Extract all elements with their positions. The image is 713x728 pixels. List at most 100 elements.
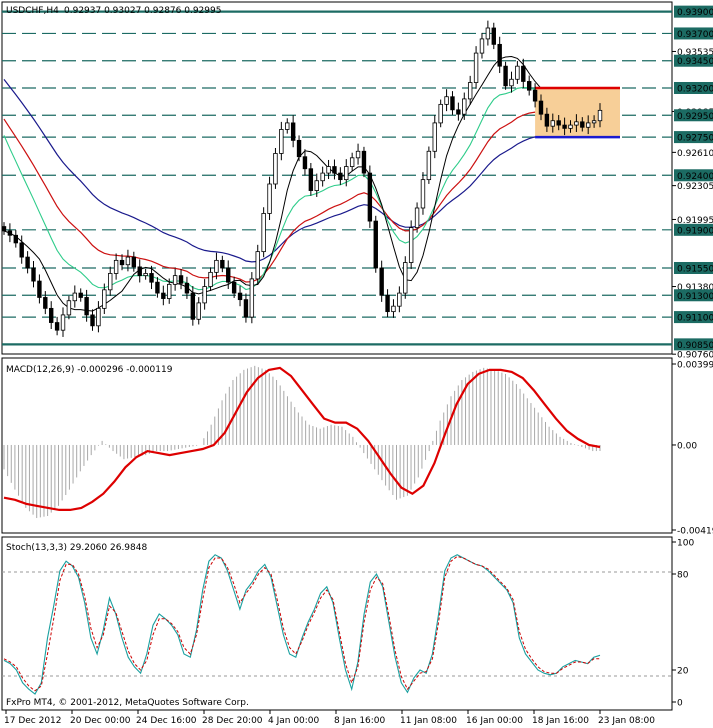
candle-body	[479, 38, 485, 54]
candle-body	[585, 122, 591, 128]
price-tick-label: 0.93450	[677, 57, 713, 67]
candle-body	[467, 82, 473, 100]
time-tick-label: 16 Jan 00:00	[466, 716, 523, 726]
candle-body	[285, 122, 290, 130]
time-tick-label: 4 Jan 00:00	[268, 716, 320, 726]
candle-body	[125, 256, 131, 266]
candle-body	[267, 183, 272, 214]
candle-body	[456, 109, 461, 115]
candle-body	[196, 302, 201, 320]
candle-body	[591, 120, 597, 124]
candle-body	[462, 98, 467, 115]
price-tick-label: 0.93900	[677, 8, 713, 18]
macd-tick-label: 0.00	[677, 441, 697, 451]
stoch-label: Stoch(13,3,3) 29.2060 26.9848	[6, 543, 147, 553]
ma-green-line	[3, 86, 601, 291]
level-tag	[674, 338, 713, 351]
candle-body	[326, 166, 331, 174]
candle-body	[521, 65, 526, 82]
candle-body	[149, 273, 154, 283]
candle-body	[255, 251, 260, 280]
candle-body	[320, 172, 325, 182]
candle-body	[66, 300, 72, 316]
price-tick-label: 0.92400	[677, 172, 713, 182]
candle-body	[7, 230, 13, 236]
stoch-signal-line	[3, 555, 600, 692]
candle-body	[208, 271, 213, 287]
candle-body	[220, 259, 225, 269]
level-tag	[674, 54, 713, 67]
candle-body	[60, 314, 66, 331]
price-tick-label: 0.92750	[677, 134, 713, 144]
candle-body	[426, 150, 432, 181]
time-tick-label: 20 Dec 00:00	[70, 716, 131, 726]
time-tick-label: 28 Dec 20:00	[202, 716, 263, 726]
candle-body	[167, 283, 172, 299]
candle-body	[580, 121, 585, 128]
candle-body	[25, 256, 30, 269]
consolidation-box	[535, 88, 620, 138]
candle-body	[332, 166, 337, 174]
candle-body	[574, 121, 579, 126]
level-tag	[674, 223, 713, 236]
level-tag	[674, 169, 713, 182]
price-tick-label: 0.92610	[677, 149, 713, 159]
candle-body	[314, 180, 319, 191]
chart-symbol: USDCHF,H4	[6, 6, 59, 16]
price-tick-label: 0.90760	[677, 351, 713, 361]
candle-body	[113, 259, 119, 274]
candle-body	[373, 220, 378, 269]
macd-signal-line	[3, 366, 601, 511]
candle-body	[237, 292, 243, 301]
time-tick-label: 23 Jan 08:00	[598, 716, 655, 726]
candle-body	[473, 52, 479, 83]
price-tick-label: 0.91900	[677, 226, 713, 236]
candle-body	[184, 282, 190, 294]
candle-body	[78, 292, 83, 298]
candle-body	[568, 124, 573, 129]
time-tick-label: 18 Jan 16:00	[532, 716, 589, 726]
level-tag	[674, 289, 713, 302]
candle-body	[349, 157, 355, 167]
candle-body	[137, 266, 142, 277]
candle-body	[202, 286, 207, 304]
candle-body	[119, 259, 125, 266]
time-axis: 17 Dec 2012 20 Dec 00:00 24 Dec 16:00 28 De…	[4, 710, 655, 726]
chart-ohlc: 0.92937 0.93027 0.92876 0.92995	[64, 6, 221, 16]
candle-body	[96, 307, 101, 327]
macd-label: MACD(12,26,9) -0.000296 -0.000119	[6, 365, 173, 375]
level-tag	[674, 262, 713, 274]
price-plot-frame	[1, 1, 673, 355]
ma-red-line	[3, 111, 601, 283]
candle-body	[249, 278, 255, 318]
candle-body	[279, 129, 284, 154]
macd-histogram	[3, 365, 601, 519]
candle-body	[550, 120, 555, 127]
candle-body	[485, 27, 491, 40]
candle-body	[432, 122, 437, 152]
candle-body	[438, 103, 443, 124]
ma-blue-line	[3, 79, 601, 263]
candle-body	[515, 65, 520, 80]
candle-body	[420, 179, 426, 209]
candle-body	[355, 150, 361, 159]
macd-plot-frame	[1, 357, 673, 534]
candle-body	[102, 289, 107, 309]
candle-body	[532, 89, 538, 102]
candlesticks	[1, 20, 603, 337]
candle-body	[296, 139, 302, 158]
stoch-tick-label: 0	[677, 699, 683, 709]
candle-body	[231, 281, 237, 294]
time-tick-label: 8 Jan 16:00	[334, 716, 386, 726]
candle-body	[84, 297, 89, 316]
candle-body	[497, 43, 502, 67]
candle-body	[302, 156, 308, 170]
candle-body	[450, 96, 455, 111]
candle-body	[214, 259, 219, 273]
candle-body	[37, 280, 42, 298]
candle-body	[19, 242, 24, 258]
candle-body	[562, 124, 567, 129]
price-tick-label: 0.91550	[677, 265, 713, 275]
candle-body	[155, 281, 160, 294]
